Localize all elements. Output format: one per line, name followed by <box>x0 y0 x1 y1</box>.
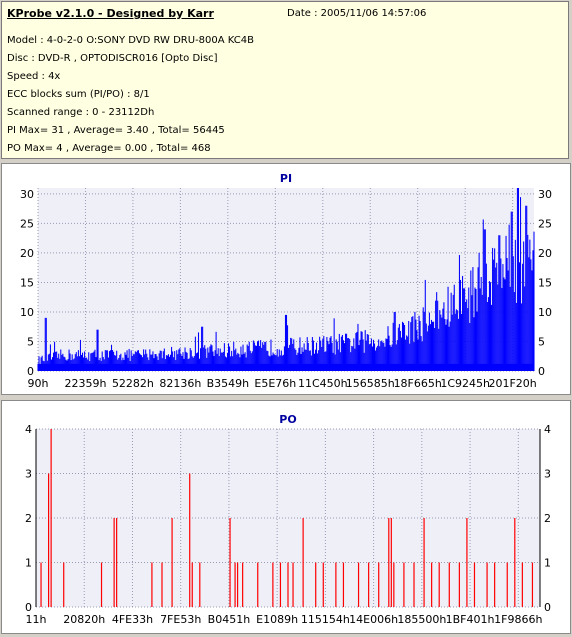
chart-title: PI <box>280 172 292 185</box>
disc-line: Disc : DVD-R , OPTODISCR016 [Opto Disc] <box>7 53 218 64</box>
info-panel: KProbe v2.1.0 - Designed by Karr Date : … <box>1 1 569 159</box>
x-tick-label: 18F665h <box>394 377 442 390</box>
y-tick-label-right: 5 <box>538 335 545 348</box>
y-tick-label-left: 20 <box>20 247 34 260</box>
y-tick-label-left: 30 <box>20 188 34 201</box>
y-tick-label-right: 4 <box>544 423 551 436</box>
y-tick-label-left: 10 <box>20 306 34 319</box>
po-stats-line: PO Max= 4 , Average= 0.00 , Total= 468 <box>7 143 211 154</box>
app-title: KProbe v2.1.0 - Designed by Karr <box>7 7 214 20</box>
x-tick-label: 52282h <box>112 377 154 390</box>
y-tick-label-left: 15 <box>20 276 34 289</box>
x-tick-label: B3549h <box>207 377 250 390</box>
y-tick-label-left: 3 <box>25 468 32 481</box>
x-tick-label: 4FE33h <box>112 613 153 626</box>
y-tick-label-left: 25 <box>20 217 34 230</box>
y-tick-label-left: 0 <box>25 601 32 614</box>
y-tick-label-left: 5 <box>27 335 34 348</box>
y-tick-label-right: 10 <box>538 306 552 319</box>
y-tick-label-left: 4 <box>25 423 32 436</box>
pi-chart: PI 0 0 5 5 10 10 15 15 20 20 25 25 30 30 90h 22359h 52282… <box>20 172 552 390</box>
x-tick-label: 1BF401h <box>446 613 495 626</box>
y-tick-label-right: 2 <box>544 512 551 525</box>
po-series <box>40 429 534 607</box>
y-tick-label-right: 20 <box>538 247 552 260</box>
x-tick-label: E5E76h <box>254 377 296 390</box>
x-tick-label: 7FE53h <box>160 613 201 626</box>
x-tick-label: 1F9866h <box>494 613 542 626</box>
y-tick-label-right: 15 <box>538 276 552 289</box>
model-line: Model : 4-0-2-0 O:SONY DVD RW DRU-800A K… <box>7 35 255 46</box>
x-tick-label: B0451h <box>208 613 251 626</box>
pi-chart-panel: PI 0 0 5 5 10 10 15 15 20 20 25 25 30 30 90h 22359h 52282… <box>1 163 571 395</box>
x-tick-label: 156585h <box>346 377 395 390</box>
pi-base-fill <box>38 363 534 371</box>
x-tick-label: 1C9245h <box>440 377 490 390</box>
speed-line: Speed : 4x <box>7 71 61 82</box>
x-tick-label: E1089h <box>256 613 298 626</box>
y-tick-label-right: 0 <box>538 365 545 378</box>
pi-series <box>37 188 535 371</box>
x-tick-label: 90h <box>28 377 49 390</box>
y-tick-label-left: 2 <box>25 512 32 525</box>
x-tick-label: 20820h <box>63 613 105 626</box>
x-tick-label: 11C450h <box>298 377 348 390</box>
ecc-line: ECC blocks sum (PI/PO) : 8/1 <box>7 89 150 100</box>
x-tick-label: 201F20h <box>488 377 536 390</box>
chart-title: PO <box>279 413 296 426</box>
y-tick-label-left: 0 <box>27 365 34 378</box>
y-tick-label-right: 30 <box>538 188 552 201</box>
y-tick-label-right: 1 <box>544 557 551 570</box>
y-tick-label-right: 0 <box>544 601 551 614</box>
scan-date: Date : 2005/11/06 14:57:06 <box>287 8 427 19</box>
x-tick-label: 82136h <box>159 377 201 390</box>
x-tick-label: 11h <box>26 613 47 626</box>
po-chart-panel: PO 0 0 1 1 2 2 3 3 4 4 11h 20820h 4FE33h 7FE53h B0451h E… <box>1 400 571 634</box>
x-tick-label: 185500h <box>397 613 446 626</box>
y-tick-label-right: 3 <box>544 468 551 481</box>
y-tick-label-right: 25 <box>538 217 552 230</box>
y-tick-label-left: 1 <box>25 557 32 570</box>
x-tick-label: 115154h <box>301 613 350 626</box>
po-chart: PO 0 0 1 1 2 2 3 3 4 4 11h 20820h 4FE33h 7FE53h B0451h E… <box>25 413 551 626</box>
x-tick-label: 14E006h <box>349 613 398 626</box>
x-tick-label: 22359h <box>64 377 106 390</box>
pi-stats-line: PI Max= 31 , Average= 3.40 , Total= 5644… <box>7 125 225 136</box>
range-line: Scanned range : 0 - 23112Dh <box>7 107 155 118</box>
